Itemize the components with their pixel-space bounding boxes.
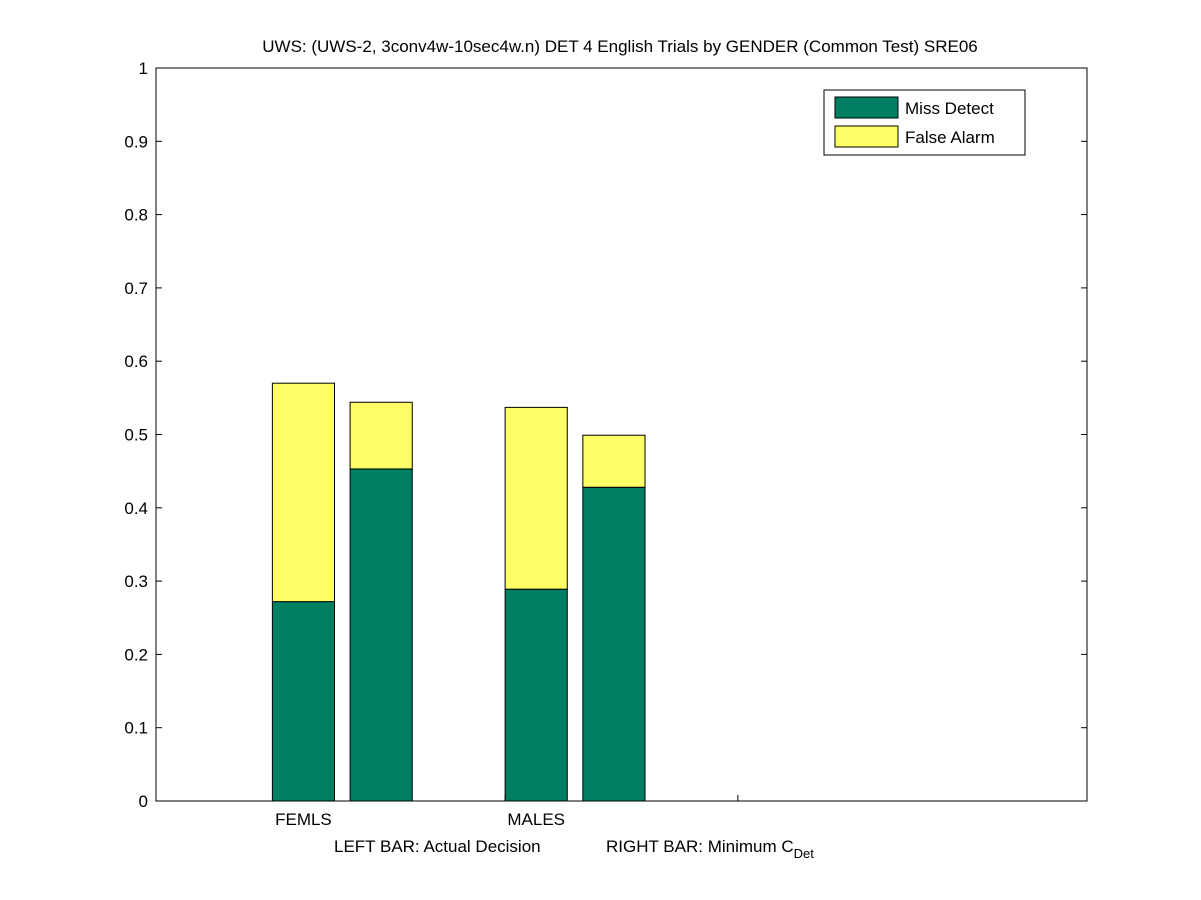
x-label-right-main: RIGHT BAR: Minimum C: [606, 837, 794, 856]
legend-label-miss-detect: Miss Detect: [905, 99, 994, 118]
x-tick-label: FEMLS: [275, 810, 332, 829]
bar-femls-actual-miss-detect: [271, 601, 336, 802]
legend-swatch-miss-detect: [834, 96, 899, 119]
x-label-left: LEFT BAR: Actual Decision: [334, 837, 541, 856]
y-tick-label: 1: [139, 59, 148, 78]
bar-males-actual-false-alarm: [504, 406, 568, 590]
bar-males-min-miss-detect: [582, 486, 646, 802]
y-tick-label: 0.8: [124, 206, 148, 225]
y-tick-label: 0.5: [124, 426, 148, 445]
x-label-right: RIGHT BAR: Minimum CDet: [606, 837, 814, 861]
y-tick-label: 0.1: [124, 719, 148, 738]
bar-males-min-false-alarm: [582, 434, 646, 488]
bar-femls-min-false-alarm: [349, 401, 413, 470]
bars: [271, 382, 646, 802]
y-tick-label: 0.6: [124, 352, 148, 371]
y-tick-label: 0.3: [124, 572, 148, 591]
y-tick-label: 0.9: [124, 132, 148, 151]
y-tick-label: 0.2: [124, 645, 148, 664]
bar-males-actual-miss-detect: [504, 588, 568, 802]
legend: Miss Detect False Alarm: [823, 89, 1026, 156]
x-tick-label: MALES: [507, 810, 565, 829]
bar-femls-actual-false-alarm: [271, 382, 336, 603]
y-tick-label: 0.7: [124, 279, 148, 298]
x-label-right-sub: Det: [794, 846, 815, 861]
legend-label-false-alarm: False Alarm: [905, 128, 995, 147]
chart-title: UWS: (UWS-2, 3conv4w-10sec4w.n) DET 4 En…: [262, 37, 977, 56]
y-tick-label: 0.4: [124, 499, 148, 518]
legend-swatch-false-alarm: [834, 125, 899, 148]
plot-frame: [155, 67, 1088, 802]
y-axis: 0 0.1 0.2 0.3 0.4 0.5 0.6 0.7 0.8 0.9 1: [124, 59, 1087, 811]
y-tick-label: 0: [139, 792, 148, 811]
bar-femls-min-miss-detect: [349, 468, 413, 802]
x-axis: FEMLS MALES: [275, 795, 739, 829]
